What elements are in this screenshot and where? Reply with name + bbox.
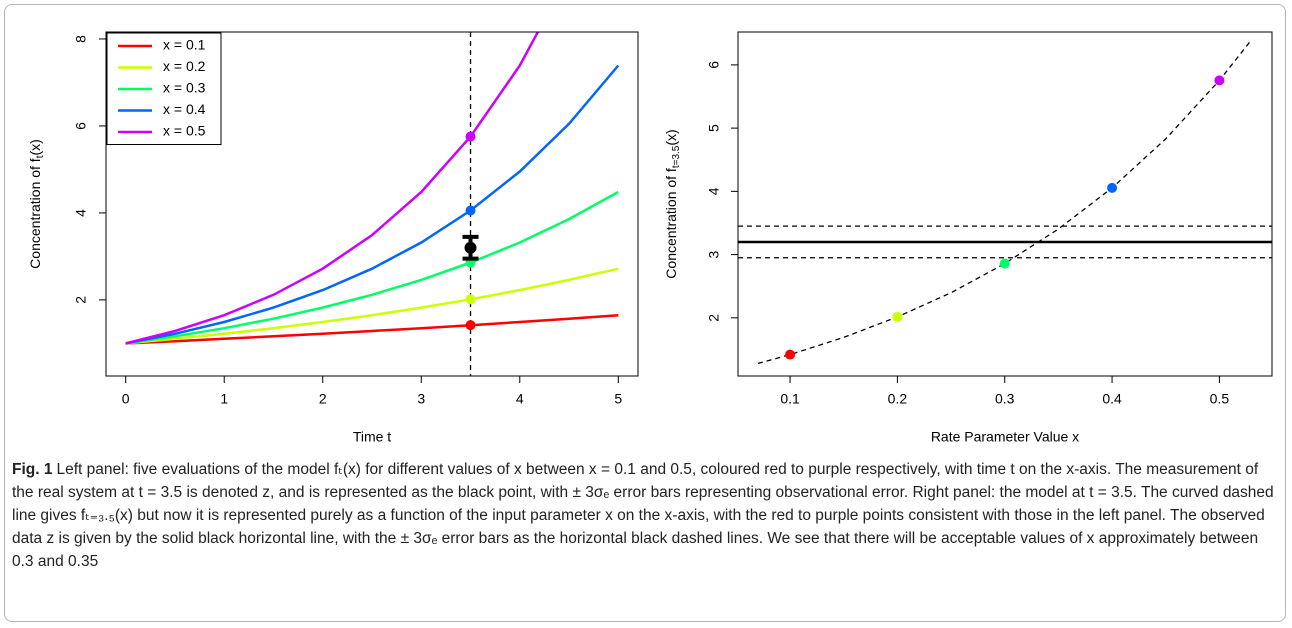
y-tick-label: 8: [73, 35, 89, 43]
y-axis-title-part: Concentration of f: [663, 168, 679, 279]
y-tick-label: 4: [73, 209, 89, 217]
plot-box: [105, 31, 639, 377]
x-tick-label: 1: [220, 391, 228, 407]
y-axis-title: Concentration of ft=3.5(x): [663, 129, 682, 278]
y-tick-label: 3: [706, 250, 722, 258]
plot-box: [737, 31, 1273, 377]
point: [999, 258, 1010, 269]
legend-label: x = 0.4: [163, 101, 206, 117]
x-tick-label: 0.4: [1102, 391, 1122, 407]
x-axis-title: Rate Parameter Value x: [931, 429, 1079, 445]
y-axis-title-part: Concentration of f: [27, 158, 43, 269]
series-line: [125, 313, 619, 345]
plot-area: [738, 39, 1272, 365]
plot-area: [125, 32, 620, 376]
legend-label: x = 0.5: [163, 123, 206, 139]
legend-label: x = 0.2: [163, 58, 206, 74]
point: [1214, 75, 1225, 86]
series-line: [125, 64, 620, 345]
caption-label: Fig. 1: [12, 461, 53, 478]
point: [465, 294, 476, 305]
series-line: [125, 32, 540, 345]
model-curve: [757, 39, 1253, 365]
figure-frame: [4, 4, 1286, 622]
point: [465, 131, 476, 142]
x-tick-label: 2: [319, 391, 327, 407]
measurement-point: [464, 241, 477, 254]
x-tick-label: 4: [516, 391, 524, 407]
x-tick-label: 0.5: [1210, 391, 1230, 407]
x-tick-label: 0: [122, 391, 130, 407]
caption: Fig. 1 Left panel: five evaluations of th…: [12, 458, 1280, 573]
legend-label: x = 0.1: [163, 37, 206, 53]
y-axis-title-part: (x): [27, 139, 43, 155]
point: [785, 349, 796, 360]
y-tick-label: 2: [706, 314, 722, 322]
y-tick-label: 6: [73, 122, 89, 130]
point: [892, 311, 903, 322]
x-tick-label: 0.1: [780, 391, 800, 407]
caption-text: Left panel: five evaluations of the mode…: [12, 461, 1274, 570]
point: [465, 205, 476, 216]
series-line: [125, 190, 619, 345]
x-tick-label: 5: [614, 391, 622, 407]
legend-label: x = 0.3: [163, 80, 206, 96]
y-axis-title-part: (x): [663, 129, 679, 145]
x-tick-label: 3: [417, 391, 425, 407]
x-axis-title: Time t: [353, 429, 391, 445]
y-tick-label: 5: [706, 124, 722, 132]
y-tick-label: 2: [73, 296, 89, 304]
series-line: [125, 267, 619, 345]
x-tick-label: 0.2: [888, 391, 908, 407]
x-tick-label: 0.3: [995, 391, 1015, 407]
point: [465, 320, 476, 331]
point: [1107, 182, 1118, 193]
y-axis-title: Concentration of ft(x): [27, 139, 46, 269]
y-axis-title-part: t: [35, 155, 46, 158]
y-tick-label: 6: [706, 61, 722, 69]
y-axis-title-part: t=3.5: [671, 145, 682, 168]
y-tick-label: 4: [706, 187, 722, 195]
